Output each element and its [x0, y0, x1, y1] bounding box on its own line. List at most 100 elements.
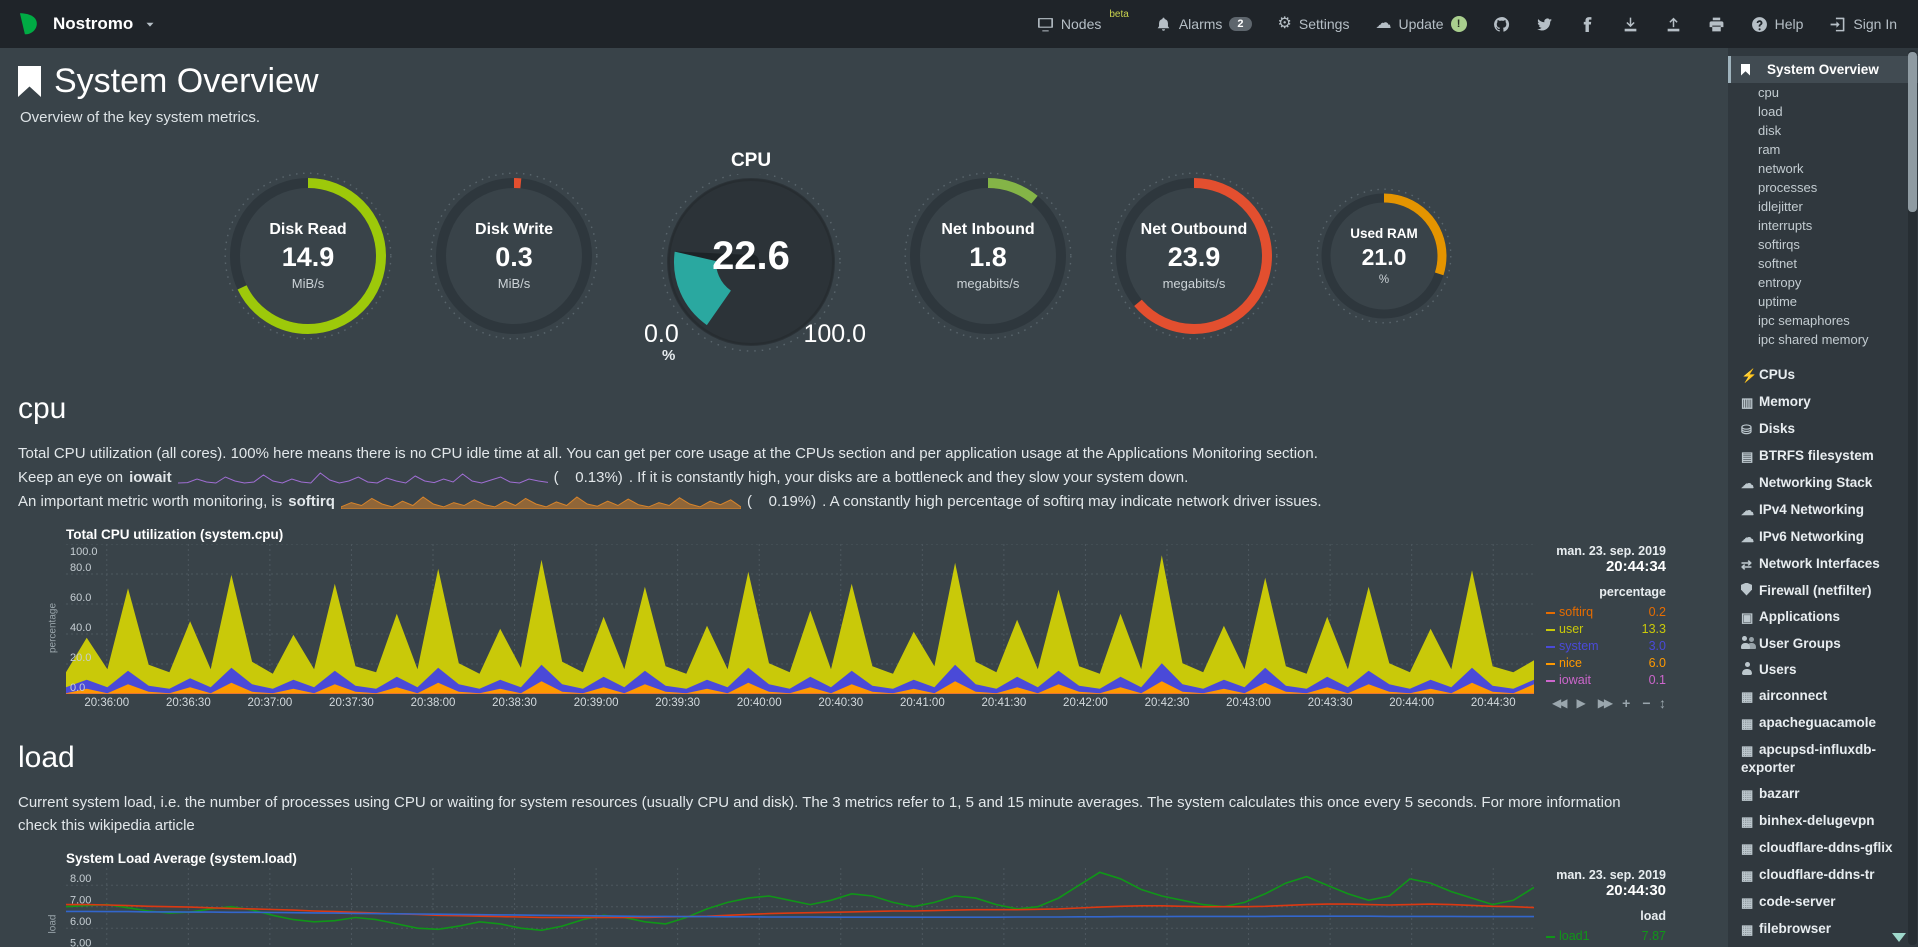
beta-badge: beta	[1109, 9, 1129, 20]
gauge-cpu[interactable]: CPU 22.6 0.0 100.0 %	[636, 150, 866, 364]
grid-icon: ▦	[1741, 921, 1754, 937]
grid-icon: ▦	[1741, 867, 1754, 883]
node-selector[interactable]: Nostromo	[0, 11, 173, 38]
gauge-used-ram[interactable]: Used RAM 21.0 %	[1316, 188, 1452, 324]
sidebar-item-bazarr[interactable]: ▦ bazarr	[1728, 780, 1918, 807]
zoom-in-button[interactable]: +	[1622, 695, 1631, 711]
gauge-net-outbound[interactable]: Net Outbound 23.9 megabits/s	[1110, 172, 1278, 340]
sidebar-item-ipv4-networking[interactable]: ☁ IPv4 Networking	[1728, 496, 1918, 523]
legend-item-softirq[interactable]: softirq 0.2	[1546, 604, 1666, 621]
sidebar-item-btrfs-filesystem[interactable]: ▤ BTRFS filesystem	[1728, 442, 1918, 469]
sidebar-item-label: Network Interfaces	[1759, 555, 1880, 571]
nav-settings-label: Settings	[1298, 16, 1350, 32]
sidebar-subitem-cpu[interactable]: cpu	[1758, 85, 1779, 100]
sidebar-subitem-load[interactable]: load	[1758, 104, 1783, 119]
nav-signin[interactable]: Sign In	[1816, 0, 1910, 48]
nav-update[interactable]: ☁ Update !	[1362, 0, 1479, 48]
gauge-net-inbound[interactable]: Net Inbound 1.8 megabits/s	[904, 172, 1072, 340]
x-tick-label: 20:44:30	[1470, 697, 1516, 709]
x-tick-label: 20:39:30	[655, 697, 701, 709]
sidebar-item-cpus[interactable]: ⚡ CPUs	[1728, 361, 1918, 388]
grid-icon: ▦	[1741, 688, 1754, 704]
nav-export[interactable]	[1652, 0, 1695, 48]
legend-item-iowait[interactable]: iowait 0.1	[1546, 672, 1666, 689]
sidebar-item-ipv6-networking[interactable]: ☁ IPv6 Networking	[1728, 523, 1918, 550]
sidebar-scrollbar-thumb[interactable]	[1908, 52, 1917, 212]
sidebar-item-networking-stack[interactable]: ☁ Networking Stack	[1728, 469, 1918, 496]
legend-item-load1[interactable]: load1 7.87	[1546, 928, 1666, 945]
gauge-disk-read[interactable]: Disk Read 14.9 MiB/s	[224, 172, 392, 340]
sidebar-item-label: filebrowser	[1759, 920, 1832, 936]
sidebar-subitem-uptime[interactable]: uptime	[1758, 294, 1798, 309]
sidebar-item-label: Networking Stack	[1759, 474, 1873, 490]
sidebar-scrollbar-track[interactable]	[1908, 50, 1917, 945]
sidebar-item-users[interactable]: Users	[1728, 656, 1918, 682]
sidebar-item-applications[interactable]: ▣ Applications	[1728, 603, 1918, 630]
x-tick-label: 20:39:00	[573, 697, 619, 709]
sidebar-item-binhex-delugevpn[interactable]: ▦ binhex-delugevpn	[1728, 807, 1918, 834]
nav-github[interactable]	[1480, 0, 1523, 48]
cpu-plot-area[interactable]: 0.0 20.0 40.0 60.0 80.0 100.0	[66, 544, 1534, 694]
sidebar-item-cloudflare-ddns-gflix[interactable]: ▦ cloudflare-ddns-gflix	[1728, 834, 1918, 861]
sidebar-subitem-processes[interactable]: processes	[1758, 180, 1818, 195]
nav-settings[interactable]: ⚙ Settings	[1265, 0, 1363, 48]
sidebar-item-firewall-netfilter-[interactable]: Firewall (netfilter)	[1728, 577, 1918, 603]
legend-units: percentage	[1599, 585, 1666, 599]
softirq-sparkline[interactable]	[340, 495, 741, 509]
nav-nodes[interactable]: Nodes beta	[1024, 0, 1142, 48]
gauge-max: 100.0	[803, 320, 866, 348]
pan-forward-button[interactable]: ▶▶	[1597, 696, 1614, 710]
sidebar-subitem-ipc-semaphores[interactable]: ipc semaphores	[1758, 313, 1850, 328]
nav-alarms[interactable]: Alarms 2	[1142, 0, 1265, 48]
svg-text:40.0: 40.0	[70, 622, 91, 634]
gauge-value: 0.3	[495, 242, 533, 272]
chart-resize-handle[interactable]: ↕	[1659, 695, 1666, 711]
gauge-label: Net Outbound	[1140, 221, 1248, 238]
pan-backward-button[interactable]: ◀◀	[1552, 696, 1568, 710]
sidebar-subitem-idlejitter[interactable]: idlejitter	[1758, 199, 1803, 214]
softirq-note: An important metric worth monitoring, is…	[18, 490, 1728, 513]
sidebar-subitem-entropy[interactable]: entropy	[1758, 275, 1802, 290]
sidebar-item-filebrowser[interactable]: ▦ filebrowser	[1728, 915, 1918, 942]
gear-icon: ⚙	[1277, 15, 1292, 32]
x-tick-label: 20:37:30	[329, 697, 374, 709]
nav-facebook[interactable]	[1566, 0, 1609, 48]
sidebar-item-apacheguacamole[interactable]: ▦ apacheguacamole	[1728, 709, 1918, 736]
print-icon	[1709, 17, 1724, 31]
sidebar-item-apcupsd-influxdb-exporter[interactable]: ▦ apcupsd-influxdb-exporter	[1728, 736, 1918, 780]
sidebar-subitem-interrupts[interactable]: interrupts	[1758, 218, 1813, 233]
scroll-down-caret-icon[interactable]	[1892, 933, 1906, 942]
nav-print[interactable]	[1695, 0, 1738, 48]
page-subtitle: Overview of the key system metrics.	[20, 109, 261, 126]
sidebar-subitem-ram[interactable]: ram	[1758, 142, 1781, 157]
sidebar-subitem-disk[interactable]: disk	[1758, 123, 1782, 138]
play-button[interactable]: ▶	[1576, 696, 1586, 710]
wikipedia-link[interactable]: wikipedia article	[88, 817, 195, 834]
nav-help[interactable]: Help	[1738, 0, 1817, 48]
legend-item-user[interactable]: user 13.3	[1546, 621, 1666, 638]
sidebar-subitem-softnet[interactable]: softnet	[1758, 256, 1798, 271]
sidebar-subitem-softirqs[interactable]: softirqs	[1758, 237, 1800, 252]
sidebar-item-user-groups[interactable]: User Groups	[1728, 630, 1918, 656]
sidebar-subitem-ipc-shared-memory[interactable]: ipc shared memory	[1758, 332, 1869, 347]
gauge-label: Net Inbound	[941, 221, 1035, 238]
cloud-update-icon: ☁	[1375, 15, 1392, 32]
sidebar-item-code-server[interactable]: ▦ code-server	[1728, 888, 1918, 915]
sidebar-item-system-overview[interactable]: System Overview	[1728, 56, 1918, 83]
sidebar-item-memory[interactable]: ▥ Memory	[1728, 388, 1918, 415]
svg-text:7.00: 7.00	[70, 895, 91, 907]
nav-twitter[interactable]	[1523, 0, 1566, 48]
sidebar-item-cloudflare-ddns-tr[interactable]: ▦ cloudflare-ddns-tr	[1728, 861, 1918, 888]
sidebar-subitem-network[interactable]: network	[1758, 161, 1804, 176]
iowait-sparkline[interactable]	[177, 471, 548, 485]
gauge-disk-write[interactable]: Disk Write 0.3 MiB/s	[430, 172, 598, 340]
sidebar-item-airconnect[interactable]: ▦ airconnect	[1728, 682, 1918, 709]
sidebar-item-network-interfaces[interactable]: ⇄ Network Interfaces	[1728, 550, 1918, 577]
load-plot-area[interactable]: 5.00 6.00 7.00 8.00	[66, 868, 1534, 947]
zoom-out-button[interactable]: −	[1642, 695, 1651, 711]
legend-item-system[interactable]: system 3.0	[1546, 638, 1666, 655]
nav-import[interactable]	[1609, 0, 1652, 48]
sidebar-item-disks[interactable]: ⛁ Disks	[1728, 415, 1918, 442]
gauge-value: 23.9	[1167, 242, 1221, 272]
legend-item-nice[interactable]: nice 6.0	[1546, 655, 1666, 672]
